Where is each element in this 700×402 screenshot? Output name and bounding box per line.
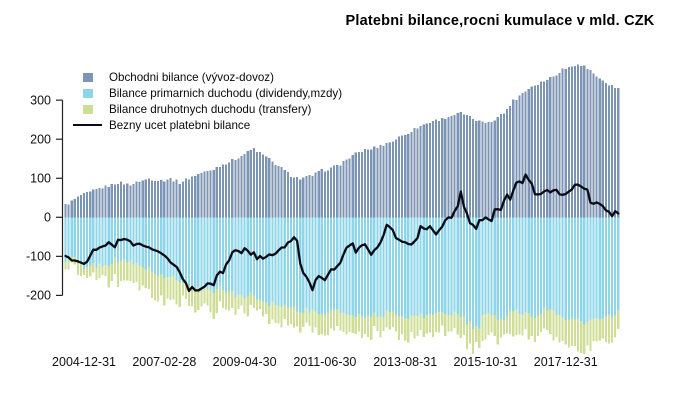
legend-label: Bilance druhotnych duchodu (transfery) (109, 102, 312, 116)
chart-title: Platebni bilance,rocni kumulace v mld. C… (345, 13, 655, 29)
y-tick-label: -200 (26, 289, 51, 303)
primary-income-swatch-icon (83, 88, 93, 98)
legend-item-secondary-income: Bilance druhotnych duchodu (transfery) (72, 101, 342, 117)
x-tick-label: 2013-08-31 (373, 355, 437, 369)
y-tick-label: 0 (44, 211, 51, 225)
x-tick-label: 2007-02-28 (132, 355, 196, 369)
y-tick-label: -100 (26, 250, 51, 264)
current-account-line-icon (73, 124, 102, 126)
legend-item-primary-income: Bilance primarnich duchodu (dividendy,mz… (72, 85, 342, 101)
x-tick-label: 2011-06-30 (293, 355, 356, 369)
x-tick-label: 2017-12-31 (534, 355, 598, 369)
x-axis-labels: 2004-12-31 2007-02-28 2009-04-30 2011-06-30… (52, 355, 598, 369)
x-tick-label: 2015-10-31 (453, 355, 517, 369)
current-account-line (64, 173, 620, 293)
y-tick-label: 300 (30, 93, 51, 107)
y-tick-label: 200 (30, 133, 51, 147)
secondary-income-swatch-icon (83, 104, 93, 114)
legend-label: Obchodni bilance (vývoz-dovoz) (109, 70, 274, 84)
y-axis: 300 200 100 0 -100 -200 (26, 93, 64, 303)
y-tick-label: 100 (30, 172, 51, 186)
bars-group (64, 64, 620, 354)
legend: Obchodni bilance (vývoz-dovoz) Bilance p… (72, 69, 342, 133)
legend-label: Bezny ucet platebni bilance (109, 118, 251, 132)
legend-label: Bilance primarnich duchodu (dividendy,mz… (109, 86, 343, 100)
x-tick-label: 2004-12-31 (52, 355, 116, 369)
x-tick-label: 2009-04-30 (213, 355, 277, 369)
legend-item-trade-balance: Obchodni bilance (vývoz-dovoz) (72, 69, 342, 85)
trade-balance-swatch-icon (83, 72, 93, 82)
legend-item-current-account: Bezny ucet platebni bilance (72, 117, 342, 133)
